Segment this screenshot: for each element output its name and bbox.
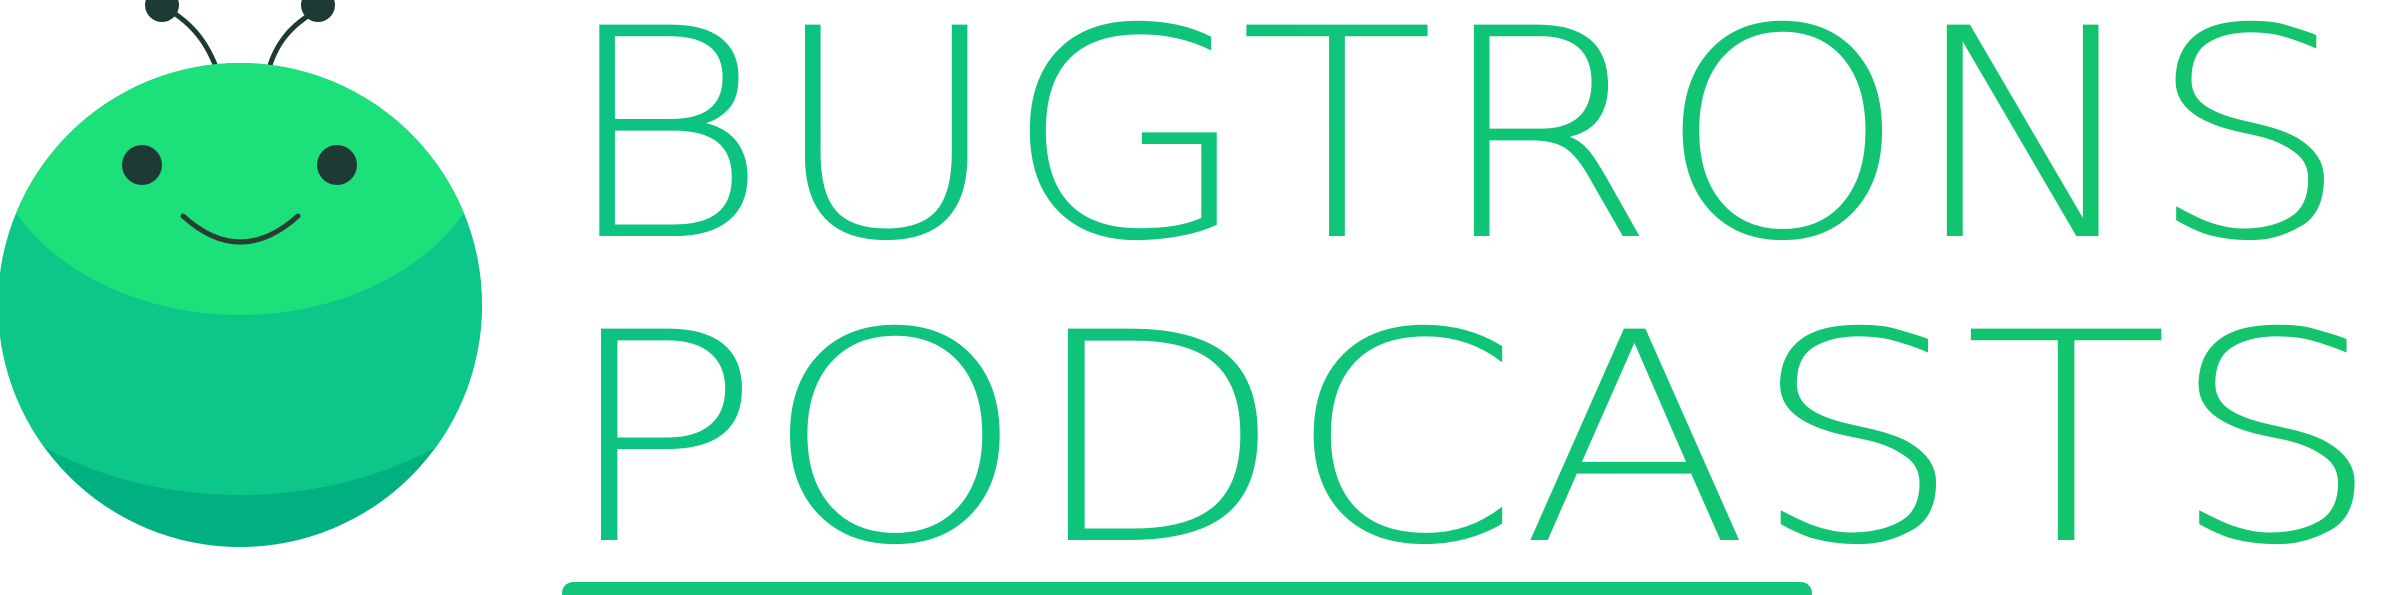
wordmark: BUGTRONS PODCASTS [560, 0, 2382, 595]
eye-right [317, 145, 357, 185]
bug-mascot-icon [0, 0, 482, 547]
title-line-2: PODCASTS [560, 272, 2382, 595]
underline-bar [562, 582, 1812, 595]
antennae [145, 0, 335, 73]
smile [180, 213, 301, 245]
antenna-tip-left [145, 0, 179, 22]
antenna-tip-right [301, 0, 335, 22]
title-line-1: BUGTRONS [560, 0, 2350, 305]
bug-body [0, 63, 482, 547]
eye-left [122, 145, 162, 185]
